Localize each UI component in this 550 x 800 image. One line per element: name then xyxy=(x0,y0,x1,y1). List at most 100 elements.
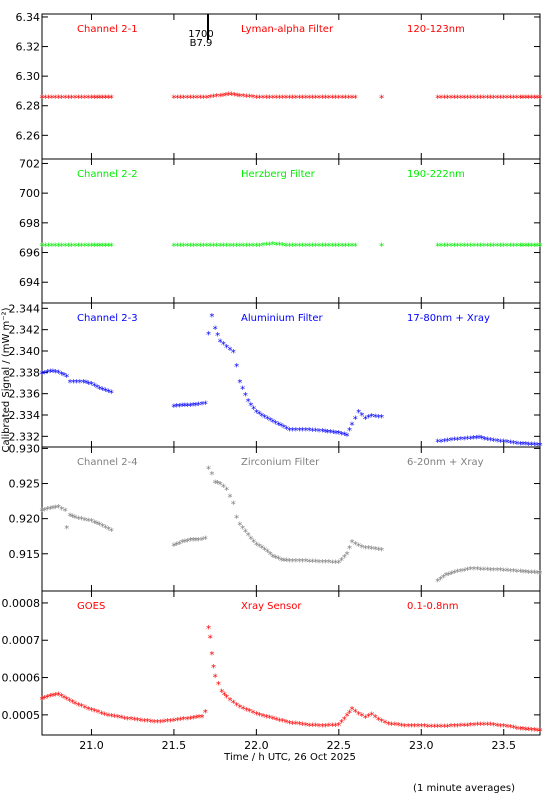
data-point: * xyxy=(309,557,315,568)
data-point: * xyxy=(369,711,375,722)
data-point: * xyxy=(526,726,532,737)
data-point: * xyxy=(53,368,59,379)
filter-label: Zirconium Filter xyxy=(241,457,320,468)
data-point: * xyxy=(182,538,188,549)
data-point: * xyxy=(303,721,309,732)
data-point: * xyxy=(526,93,532,104)
data-point: * xyxy=(379,546,385,557)
data-point: * xyxy=(215,479,221,490)
data-point: * xyxy=(215,331,221,342)
data-point: * xyxy=(100,242,106,253)
data-point: * xyxy=(478,93,484,104)
data-point: * xyxy=(461,721,467,732)
data-point: * xyxy=(105,242,111,253)
data-point: * xyxy=(349,705,355,716)
data-point: * xyxy=(464,566,470,577)
data-point: * xyxy=(309,426,315,437)
data-point: * xyxy=(435,242,441,253)
y-tick-label: 2.334 xyxy=(9,409,41,422)
data-point: * xyxy=(484,720,490,731)
data-point: * xyxy=(158,718,164,729)
data-point: * xyxy=(326,242,332,253)
data-point: * xyxy=(224,486,230,497)
data-point: * xyxy=(474,565,480,576)
data-point: * xyxy=(94,520,100,531)
data-point: * xyxy=(64,524,70,535)
data-point: * xyxy=(276,716,282,727)
data-point: * xyxy=(303,426,309,437)
data-point: * xyxy=(103,242,109,253)
data-point: * xyxy=(507,93,513,104)
data-point: * xyxy=(257,241,263,252)
data-point: * xyxy=(333,721,339,732)
data-point: * xyxy=(248,401,254,412)
data-point: * xyxy=(333,429,339,440)
data-point: * xyxy=(537,441,543,452)
data-point: * xyxy=(339,430,345,441)
data-point: * xyxy=(484,566,490,577)
data-point: * xyxy=(247,93,253,104)
panel-5: 0.0005 0.0006 0.0007 0.0008 GOES Xray Sensor 0… xyxy=(2,590,543,738)
data-point: * xyxy=(179,538,185,549)
data-point: * xyxy=(316,427,322,438)
data-point: * xyxy=(131,716,137,727)
data-point: * xyxy=(92,707,98,718)
data-point: * xyxy=(455,435,461,446)
data-point: * xyxy=(520,568,526,579)
data-point: * xyxy=(501,438,507,449)
data-point: * xyxy=(270,417,276,428)
data-point: * xyxy=(284,425,290,436)
data-point: * xyxy=(468,93,474,104)
data-point: * xyxy=(300,93,306,104)
data-point: * xyxy=(267,93,273,104)
data-point: * xyxy=(193,714,199,725)
data-point: * xyxy=(336,242,342,253)
data-point: * xyxy=(62,93,68,104)
event-class-label: B7.9 xyxy=(190,38,213,49)
data-point: * xyxy=(349,93,355,104)
data-point: * xyxy=(91,93,97,104)
data-point: * xyxy=(488,93,494,104)
data-point: * xyxy=(135,716,141,727)
data-point: * xyxy=(234,701,240,712)
data-point: * xyxy=(237,703,243,714)
data-point: * xyxy=(55,368,61,379)
data-point: * xyxy=(464,242,470,253)
data-point: * xyxy=(359,411,365,422)
x-tick-label: 22.5 xyxy=(327,739,352,752)
y-tick-label: 6.26 xyxy=(16,129,41,142)
data-point: * xyxy=(534,242,540,253)
data-point: * xyxy=(488,242,494,253)
data-point: * xyxy=(290,557,296,568)
data-point: * xyxy=(210,93,216,104)
data-point: * xyxy=(202,535,208,546)
band-label: 6-20nm + Xray xyxy=(407,457,484,468)
data-point: * xyxy=(504,242,510,253)
filter-label: Herzberg Filter xyxy=(241,169,316,180)
data-point: * xyxy=(145,717,151,728)
data-point: * xyxy=(46,93,52,104)
data-point: * xyxy=(507,723,513,734)
data-point: * xyxy=(494,242,500,253)
data-point: * xyxy=(82,516,88,527)
data-point: * xyxy=(458,93,464,104)
data-point: * xyxy=(471,565,477,576)
panel-frame xyxy=(41,158,541,304)
data-point: * xyxy=(196,713,202,724)
data-point: * xyxy=(474,242,480,253)
data-point: * xyxy=(55,242,61,253)
data-point: * xyxy=(75,93,81,104)
data-point: * xyxy=(300,426,306,437)
data-point: * xyxy=(47,505,53,516)
data-point: * xyxy=(349,421,355,432)
data-point: * xyxy=(326,722,332,733)
data-point: * xyxy=(523,93,529,104)
data-point: * xyxy=(72,699,78,710)
data-point: * xyxy=(412,722,418,733)
data-point: * xyxy=(253,93,259,104)
data-point: * xyxy=(491,566,497,577)
data-point: * xyxy=(531,441,537,452)
data-point: * xyxy=(326,93,332,104)
data-point: * xyxy=(514,242,520,253)
data-point: * xyxy=(293,242,299,253)
